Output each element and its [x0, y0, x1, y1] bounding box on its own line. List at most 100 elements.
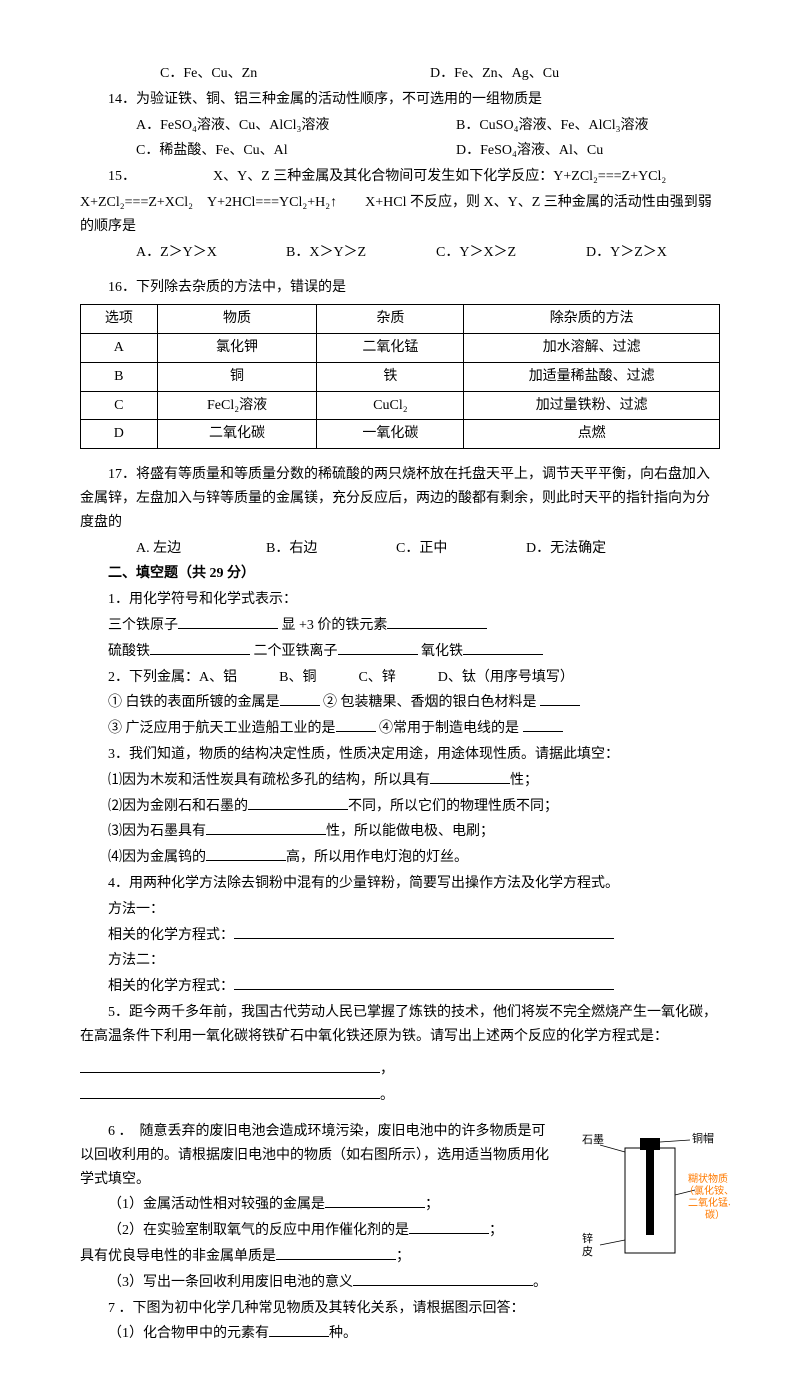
- svg-text:锌: 锌: [582, 1231, 593, 1245]
- q15-b: B．X＞Y＞Z: [286, 241, 436, 265]
- blank: [338, 640, 418, 655]
- blank: [80, 1084, 380, 1099]
- f2-l2: ③ 广泛应用于航天工业造船工业的是: [108, 721, 336, 736]
- q17-stem: 17．将盛有等质量和等质量分数的稀硫酸的两只烧杯放在托盘天平上，调节天平平衡，向…: [80, 463, 720, 534]
- svg-text:糊状物质: 糊状物质: [688, 1172, 728, 1185]
- q14-row1: A．FeSO₄溶液、Cu、AlCl₃溶液 B．CuSO₄溶液、Fe、AlCl₃溶…: [80, 114, 720, 138]
- blank: [80, 1058, 380, 1073]
- f1-stem: 1．用化学符号和化学式表示：: [80, 588, 720, 612]
- q13-opt-d: D．Fe、Zn、Ag、Cu: [430, 62, 559, 86]
- f4-eq2: 相关的化学方程式：: [80, 975, 720, 999]
- q16-h0: 选项: [81, 305, 158, 334]
- q16-r2c2: CuCl₂: [317, 391, 464, 420]
- q16-r2c1: FeCl₂溶液: [157, 391, 317, 420]
- f4-m2: 方法二：: [80, 949, 720, 973]
- blank: [206, 820, 326, 835]
- f6-l3: 具有优良导电性的非金属单质是；: [80, 1245, 550, 1269]
- q14-d: D．FeSO₄溶液、Al、Cu: [456, 139, 603, 163]
- f2-l1: ① 白铁的表面所镀的金属是: [108, 695, 280, 710]
- q15-a: A．Z＞Y＞X: [136, 241, 286, 265]
- blank: [234, 924, 614, 939]
- q15-opts: A．Z＞Y＞X B．X＞Y＞Z C．Y＞X＞Z D．Y＞Z＞X: [80, 241, 720, 265]
- blank: [206, 846, 286, 861]
- q16-r3c2: 一氧化碳: [317, 420, 464, 449]
- q14-b: B．CuSO₄溶液、Fe、AlCl₃溶液: [456, 114, 649, 138]
- svg-text:碳）: 碳）: [705, 1208, 725, 1221]
- q16-r0c2: 二氧化锰: [317, 333, 464, 362]
- blank: [430, 769, 510, 784]
- f7-l1: （1）化合物甲中的元素有种。: [80, 1322, 720, 1346]
- q16-r1c2: 铁: [317, 362, 464, 391]
- blank: [269, 1322, 329, 1337]
- q16-r1c0: B: [81, 362, 158, 391]
- f6-l1: （1）金属活动性相对较强的金属是；: [80, 1193, 550, 1217]
- q16-h2: 杂质: [317, 305, 464, 334]
- blank: [353, 1271, 533, 1286]
- q16-h3: 除杂质的方法: [464, 305, 720, 334]
- blank: [540, 691, 580, 706]
- q16-r3c3: 点燃: [464, 420, 720, 449]
- blank: [280, 691, 320, 706]
- svg-text:铜帽: 铜帽: [692, 1131, 714, 1145]
- f6-l4: （3）写出一条回收利用废旧电池的意义。: [80, 1271, 550, 1295]
- f6-stem: 6 ． 随意丢弃的废旧电池会造成环境污染，废旧电池中的许多物质是可以回收利用的。…: [80, 1120, 550, 1191]
- q13-opt-c: C．Fe、Cu、Zn: [160, 62, 360, 86]
- blank: [409, 1219, 489, 1234]
- f3-l4: ⑷因为金属钨的高，所以用作电灯泡的灯丝。: [80, 846, 720, 870]
- f1-l2a: 硫酸铁: [108, 644, 150, 659]
- section2-title: 二、填空题（共 29 分）: [80, 562, 720, 586]
- blank: [248, 795, 348, 810]
- svg-text:二氧化锰、: 二氧化锰、: [688, 1196, 730, 1209]
- f2-line1: ① 白铁的表面所镀的金属是 ② 包装糖果、香烟的银白色材料是: [80, 691, 720, 715]
- f1-l2c: 氧化铁: [421, 644, 463, 659]
- q17-d: D．无法确定: [526, 537, 606, 561]
- f2-l1b: ② 包装糖果、香烟的银白色材料是: [323, 695, 537, 710]
- blank: [523, 717, 563, 732]
- f1-l2b: 二个亚铁离子: [254, 644, 338, 659]
- f4-m1: 方法一：: [80, 898, 720, 922]
- blank: [234, 975, 614, 990]
- f5-blank1: ，: [80, 1058, 720, 1082]
- q16-r3c1: 二氧化碳: [157, 420, 317, 449]
- f6-l2: （2）在实验室制取氧气的反应中用作催化剂的是；: [80, 1219, 550, 1243]
- q15-c: C．Y＞X＞Z: [436, 241, 586, 265]
- q16-r1c1: 铜: [157, 362, 317, 391]
- f2-stem: 2．下列金属：A、铝 B、铜 C、锌 D、钛（用序号填写）: [80, 666, 720, 690]
- q14-row2: C．稀盐酸、Fe、Cu、Al D．FeSO₄溶液、Al、Cu: [80, 139, 720, 163]
- q16-r2c3: 加过量铁粉、过滤: [464, 391, 720, 420]
- q17-c: C．正中: [396, 537, 526, 561]
- f3-stem: 3．我们知道，物质的结构决定性质，性质决定用途，用途体现性质。请据此填空：: [80, 743, 720, 767]
- blank: [178, 614, 278, 629]
- f1-line1: 三个铁原子 显 +3 价的铁元素: [80, 614, 720, 638]
- q17-opts: A. 左边 B．右边 C．正中 D．无法确定: [80, 537, 720, 561]
- f3-l1: ⑴因为木炭和活性炭具有疏松多孔的结构，所以具有性；: [80, 769, 720, 793]
- f2-l2b: ④常用于制造电线的是: [379, 721, 519, 736]
- f6-wrap: 石墨 铜帽 糊状物质 （氯化铵、 二氧化锰、 碳） 锌 皮 6 ． 随意丢弃的废…: [80, 1120, 720, 1295]
- f1-line2: 硫酸铁 二个亚铁离子 氧化铁: [80, 640, 720, 664]
- f3-l2: ⑵因为金刚石和石墨的不同，所以它们的物理性质不同；: [80, 795, 720, 819]
- q15-d: D．Y＞Z＞X: [586, 241, 667, 265]
- q14-stem: 14．为验证铁、铜、铝三种金属的活动性顺序，不可选用的一组物质是: [80, 88, 720, 112]
- q16-stem: 16．下列除去杂质的方法中，错误的是: [80, 276, 720, 300]
- q16-table: 选项 物质 杂质 除杂质的方法 A氯化钾二氧化锰加水溶解、过滤 B铜铁加适量稀盐…: [80, 304, 720, 449]
- q14-a: A．FeSO₄溶液、Cu、AlCl₃溶液: [136, 114, 456, 138]
- f2-line2: ③ 广泛应用于航天工业造船工业的是 ④常用于制造电线的是: [80, 717, 720, 741]
- q16-r1c3: 加适量稀盐酸、过滤: [464, 362, 720, 391]
- q16-r0c1: 氯化钾: [157, 333, 317, 362]
- q17-b: B．右边: [266, 537, 396, 561]
- q13-options: C．Fe、Cu、Zn D．Fe、Zn、Ag、Cu: [80, 62, 720, 86]
- blank: [150, 640, 250, 655]
- f7-stem: 7 ．下图为初中化学几种常见物质及其转化关系，请根据图示回答：: [80, 1297, 720, 1321]
- svg-text:（氯化铵、: （氯化铵、: [684, 1184, 730, 1197]
- q15-stem1: 15． X、Y、Z 三种金属及其化合物间可发生如下化学反应：Y+ZCl₂===Z…: [80, 165, 720, 189]
- svg-text:皮: 皮: [582, 1245, 593, 1258]
- blank: [387, 614, 487, 629]
- f5-stem: 5．距今两千多年前，我国古代劳动人民已掌握了炼铁的技术，他们将炭不完全燃烧产生一…: [80, 1001, 720, 1049]
- q16-r2c0: C: [81, 391, 158, 420]
- q17-a: A. 左边: [136, 537, 266, 561]
- q16-r3c0: D: [81, 420, 158, 449]
- q15-stem2: X+ZCl₂===Z+XCl₂ Y+2HCl===YCl₂+H₂↑ X+HCl …: [80, 191, 720, 239]
- q16-h1: 物质: [157, 305, 317, 334]
- battery-diagram: 石墨 铜帽 糊状物质 （氯化铵、 二氧化锰、 碳） 锌 皮: [580, 1120, 730, 1270]
- blank: [463, 640, 543, 655]
